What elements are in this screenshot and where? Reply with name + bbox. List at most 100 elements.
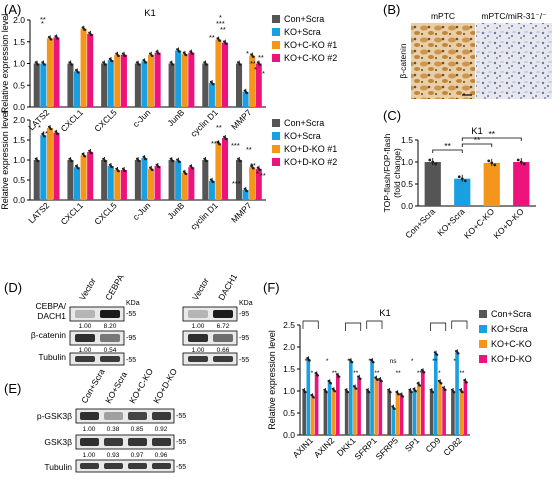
data-point: [56, 132, 60, 136]
data-point: [245, 91, 249, 95]
legend-label: Con+Scra: [284, 118, 324, 128]
sig-mark: **: [250, 59, 256, 68]
data-point: [225, 138, 228, 141]
bar: [154, 52, 161, 107]
bar: [53, 37, 60, 107]
data-point: [312, 396, 315, 399]
data-point: [432, 391, 435, 394]
bar: [455, 352, 459, 435]
bar: [33, 160, 40, 200]
data-point: [144, 158, 148, 161]
legend-label: KO+C-KO #1: [284, 40, 337, 50]
blot-row-label: CEBPA/: [35, 301, 66, 311]
sig-mark: **: [353, 370, 359, 377]
data-point: [372, 361, 375, 364]
bar: [87, 152, 94, 200]
data-point: [355, 387, 358, 390]
legend-swatch: [479, 355, 487, 363]
data-point: [144, 61, 148, 64]
ihc-ylabel: β-catenin: [398, 43, 408, 78]
sig-mark: **: [305, 358, 311, 365]
blot-row-label: β-catenin: [31, 330, 66, 340]
x-tick-label: CXCL5: [92, 107, 119, 134]
legend-swatch: [272, 41, 280, 49]
kda-label: KDa: [239, 300, 253, 307]
blot-band: [213, 334, 233, 342]
data-point: [431, 160, 435, 164]
quant-value: 8.20: [104, 323, 117, 330]
bar: [222, 42, 229, 108]
data-point: [138, 160, 141, 163]
x-tick-label: KO+C-KO: [462, 206, 497, 241]
mw-marker: -55: [176, 464, 186, 471]
bar: [168, 63, 175, 107]
bar: [348, 361, 353, 435]
blot-band: [213, 356, 233, 362]
bar: [424, 162, 441, 206]
bar: [73, 167, 81, 200]
legend-label: KO+Scra: [284, 131, 321, 141]
quant-value: 0.38: [107, 426, 120, 433]
blot-band: [152, 438, 171, 446]
ihc-label-mptc: mPTC: [431, 11, 455, 21]
data-point: [171, 160, 175, 163]
mw-marker: -95: [239, 335, 249, 342]
y-tick-label: 2.0: [13, 115, 25, 125]
y-tick-label: 0.5: [13, 175, 25, 185]
blot-membrane: [75, 459, 175, 473]
sig-mark: **: [258, 53, 264, 62]
blot-band: [75, 334, 95, 342]
blot-row-label: Tubulin: [44, 462, 72, 472]
data-point: [457, 175, 461, 179]
lane-label: KO+D-KO: [151, 366, 179, 405]
y-tick-label: 2.0: [283, 342, 295, 352]
data-point: [389, 391, 392, 394]
sig-mark: ns: [390, 358, 398, 365]
y-tick-label: 0.5: [13, 80, 25, 90]
sig-mark: **: [396, 370, 402, 377]
y-tick-label: 2.5: [283, 320, 295, 330]
bar: [513, 162, 530, 206]
panel-label-b: (B): [383, 2, 400, 17]
data-point: [334, 390, 337, 393]
sig-mark: **: [374, 370, 380, 377]
blot-band: [128, 438, 147, 446]
data-point: [50, 128, 53, 131]
bar: [408, 391, 413, 435]
legend-label: Con+Scra: [491, 309, 531, 319]
sig-mark: ***: [216, 19, 225, 28]
bar: [242, 91, 249, 107]
bar: [67, 160, 74, 200]
data-point: [111, 60, 114, 63]
data-point: [410, 391, 413, 394]
bar: [134, 63, 141, 107]
sig-mark: *: [246, 49, 249, 58]
bar: [323, 391, 328, 435]
sig-mark: **: [332, 370, 338, 377]
bar: [114, 54, 121, 107]
x-tick-label: KO+D-KO: [491, 206, 526, 241]
y-axis-label: Relative expression level: [0, 14, 10, 114]
data-point: [104, 160, 107, 163]
bar: [215, 39, 222, 108]
mw-marker: -55: [126, 311, 136, 318]
bar: [73, 71, 81, 107]
sig-mark: *: [311, 370, 314, 377]
data-point: [444, 388, 447, 392]
data-point: [519, 160, 523, 164]
data-point: [70, 63, 74, 66]
x-tick-label: CD82: [441, 435, 464, 458]
bar: [433, 353, 438, 435]
bar: [454, 178, 471, 206]
sig-mark: ***: [232, 179, 241, 188]
y-tick-label: 0.0: [13, 102, 25, 112]
panel-label-c: (C): [383, 108, 401, 123]
data-point: [178, 50, 181, 53]
quant-value: 1.00: [83, 452, 96, 459]
blot-band: [104, 438, 123, 446]
blot-band: [100, 334, 120, 342]
data-point: [440, 382, 443, 385]
data-point: [351, 361, 354, 364]
sig-mark: **: [417, 370, 423, 377]
